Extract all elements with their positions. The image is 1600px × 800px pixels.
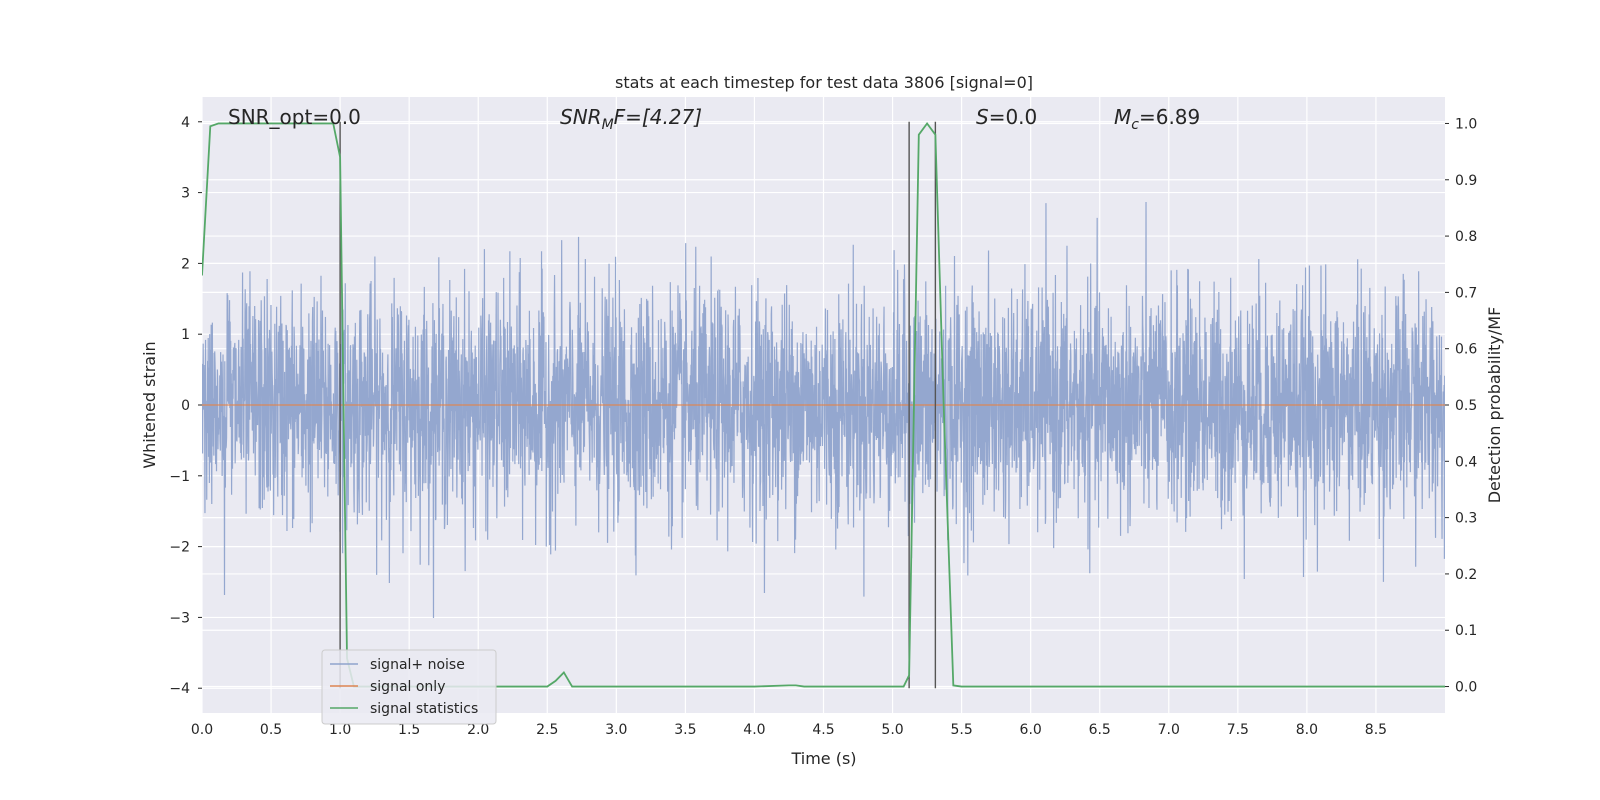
left-axis-label: Whitened strain — [140, 341, 159, 468]
x-tick-label: 0.5 — [260, 722, 282, 738]
statistics-line — [202, 121, 1445, 688]
x-tick-label: 5.0 — [881, 722, 903, 738]
x-tick-label: 8.0 — [1296, 722, 1318, 738]
right-tick-label: 0.7 — [1455, 285, 1477, 301]
left-tick-label: −3 — [169, 610, 190, 626]
legend-entry-signal-only: signal only — [370, 679, 445, 695]
right-tick-label: 0.3 — [1455, 511, 1477, 527]
left-tick-label: 1 — [181, 327, 190, 343]
x-tick-label: 4.5 — [812, 722, 834, 738]
left-tick-label: 2 — [181, 256, 190, 272]
left-tick-label: 0 — [181, 398, 190, 414]
right-tick-label: 0.8 — [1455, 229, 1477, 245]
annotation-s-value: =0.0 — [989, 105, 1038, 129]
annotation-mc-label: M — [1114, 105, 1131, 129]
x-axis-label: Time (s) — [790, 749, 856, 768]
chart-title: stats at each timestep for test data 380… — [615, 73, 1033, 92]
x-tick-label: 0.0 — [191, 722, 213, 738]
annotation-s-label: S — [976, 105, 989, 129]
annotation-snr-mf-value: F=[4.27] — [614, 105, 702, 129]
annotation-s: S=0.0 — [976, 105, 1037, 129]
right-tick-label: 0.0 — [1455, 680, 1477, 696]
x-axis-ticks: 0.0 0.5 1.0 1.5 2.0 2.5 3.0 3.5 4.0 4.5 5.0 5.5 6.0 6… — [191, 722, 1387, 738]
noise-trace — [202, 202, 1445, 618]
left-tick-label: −4 — [169, 681, 190, 697]
x-tick-label: 2.0 — [467, 722, 489, 738]
right-axis-label: Detection probability/MF — [1485, 307, 1504, 504]
x-tick-label: 3.5 — [674, 722, 696, 738]
right-tick-label: 0.9 — [1455, 173, 1477, 189]
x-tick-label: 7.0 — [1158, 722, 1180, 738]
right-tick-label: 0.4 — [1455, 454, 1477, 470]
x-tick-label: 5.5 — [950, 722, 972, 738]
annotation-snr-mf: SNRMF=[4.27] — [560, 105, 702, 133]
right-axis-ticks: 1.0 0.9 0.8 0.7 0.6 0.5 0.4 0.3 0.2 0.1 0.0 — [1445, 116, 1477, 696]
right-tick-label: 1.0 — [1455, 116, 1477, 132]
annotation-snr-mf-label: SNR — [560, 105, 602, 129]
annotation-mc-value: =6.89 — [1139, 105, 1200, 129]
right-tick-label: 0.2 — [1455, 567, 1477, 583]
annotation-mc: Mc=6.89 — [1114, 105, 1200, 133]
legend-entry-signal-noise: signal+ noise — [370, 657, 465, 673]
x-tick-label: 2.5 — [536, 722, 558, 738]
legend-entry-signal-statistics: signal statistics — [370, 701, 478, 717]
left-tick-label: −2 — [169, 540, 190, 556]
series-signal-noise — [202, 202, 1445, 618]
right-tick-label: 0.6 — [1455, 342, 1477, 358]
right-tick-label: 0.5 — [1455, 398, 1477, 414]
right-tick-label: 0.1 — [1455, 623, 1477, 639]
legend-box — [321, 649, 497, 725]
legend: signal+ noise signal only signal statist… — [321, 649, 497, 725]
left-tick-label: 4 — [181, 115, 190, 131]
x-tick-label: 1.0 — [329, 722, 351, 738]
left-axis-ticks: 4 3 2 1 0 −1 −2 −3 −4 — [169, 115, 202, 697]
x-tick-label: 1.5 — [398, 722, 420, 738]
series-signal-statistics — [202, 121, 1445, 688]
annotation-snr-mf-sub: M — [602, 117, 614, 133]
x-tick-label: 8.5 — [1365, 722, 1387, 738]
annotation-snr-opt: SNR_opt=0.0 — [228, 105, 361, 129]
x-tick-label: 6.5 — [1089, 722, 1111, 738]
left-tick-label: 3 — [181, 186, 190, 202]
x-tick-label: 7.5 — [1227, 722, 1249, 738]
x-tick-label: 4.0 — [743, 722, 765, 738]
annotation-mc-sub: c — [1131, 117, 1139, 133]
x-tick-label: 6.0 — [1020, 722, 1042, 738]
left-tick-label: −1 — [169, 469, 190, 485]
x-tick-label: 3.0 — [605, 722, 627, 738]
